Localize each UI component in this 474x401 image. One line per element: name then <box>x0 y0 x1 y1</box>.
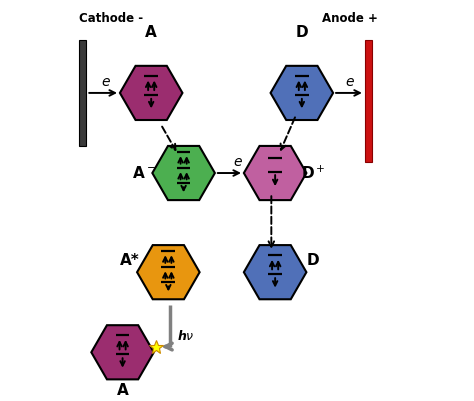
Text: A: A <box>117 383 128 398</box>
Bar <box>79 40 86 146</box>
Text: Anode +: Anode + <box>322 12 378 25</box>
Bar <box>365 40 372 162</box>
Text: e: e <box>346 75 354 89</box>
Text: A: A <box>146 24 157 40</box>
Text: e: e <box>101 75 110 89</box>
Polygon shape <box>152 146 215 200</box>
Text: D$^+$: D$^+$ <box>301 164 326 182</box>
Polygon shape <box>271 66 333 120</box>
Text: A$^-$: A$^-$ <box>132 165 155 181</box>
Polygon shape <box>120 66 182 120</box>
Text: Cathode -: Cathode - <box>79 12 143 25</box>
Polygon shape <box>137 245 200 299</box>
Polygon shape <box>244 146 306 200</box>
Text: A*: A* <box>120 253 140 268</box>
Text: e: e <box>233 155 242 169</box>
Text: D: D <box>295 24 308 40</box>
Text: h$\nu$: h$\nu$ <box>177 329 195 343</box>
Polygon shape <box>91 325 154 379</box>
Polygon shape <box>244 245 306 299</box>
Text: D: D <box>307 253 319 268</box>
